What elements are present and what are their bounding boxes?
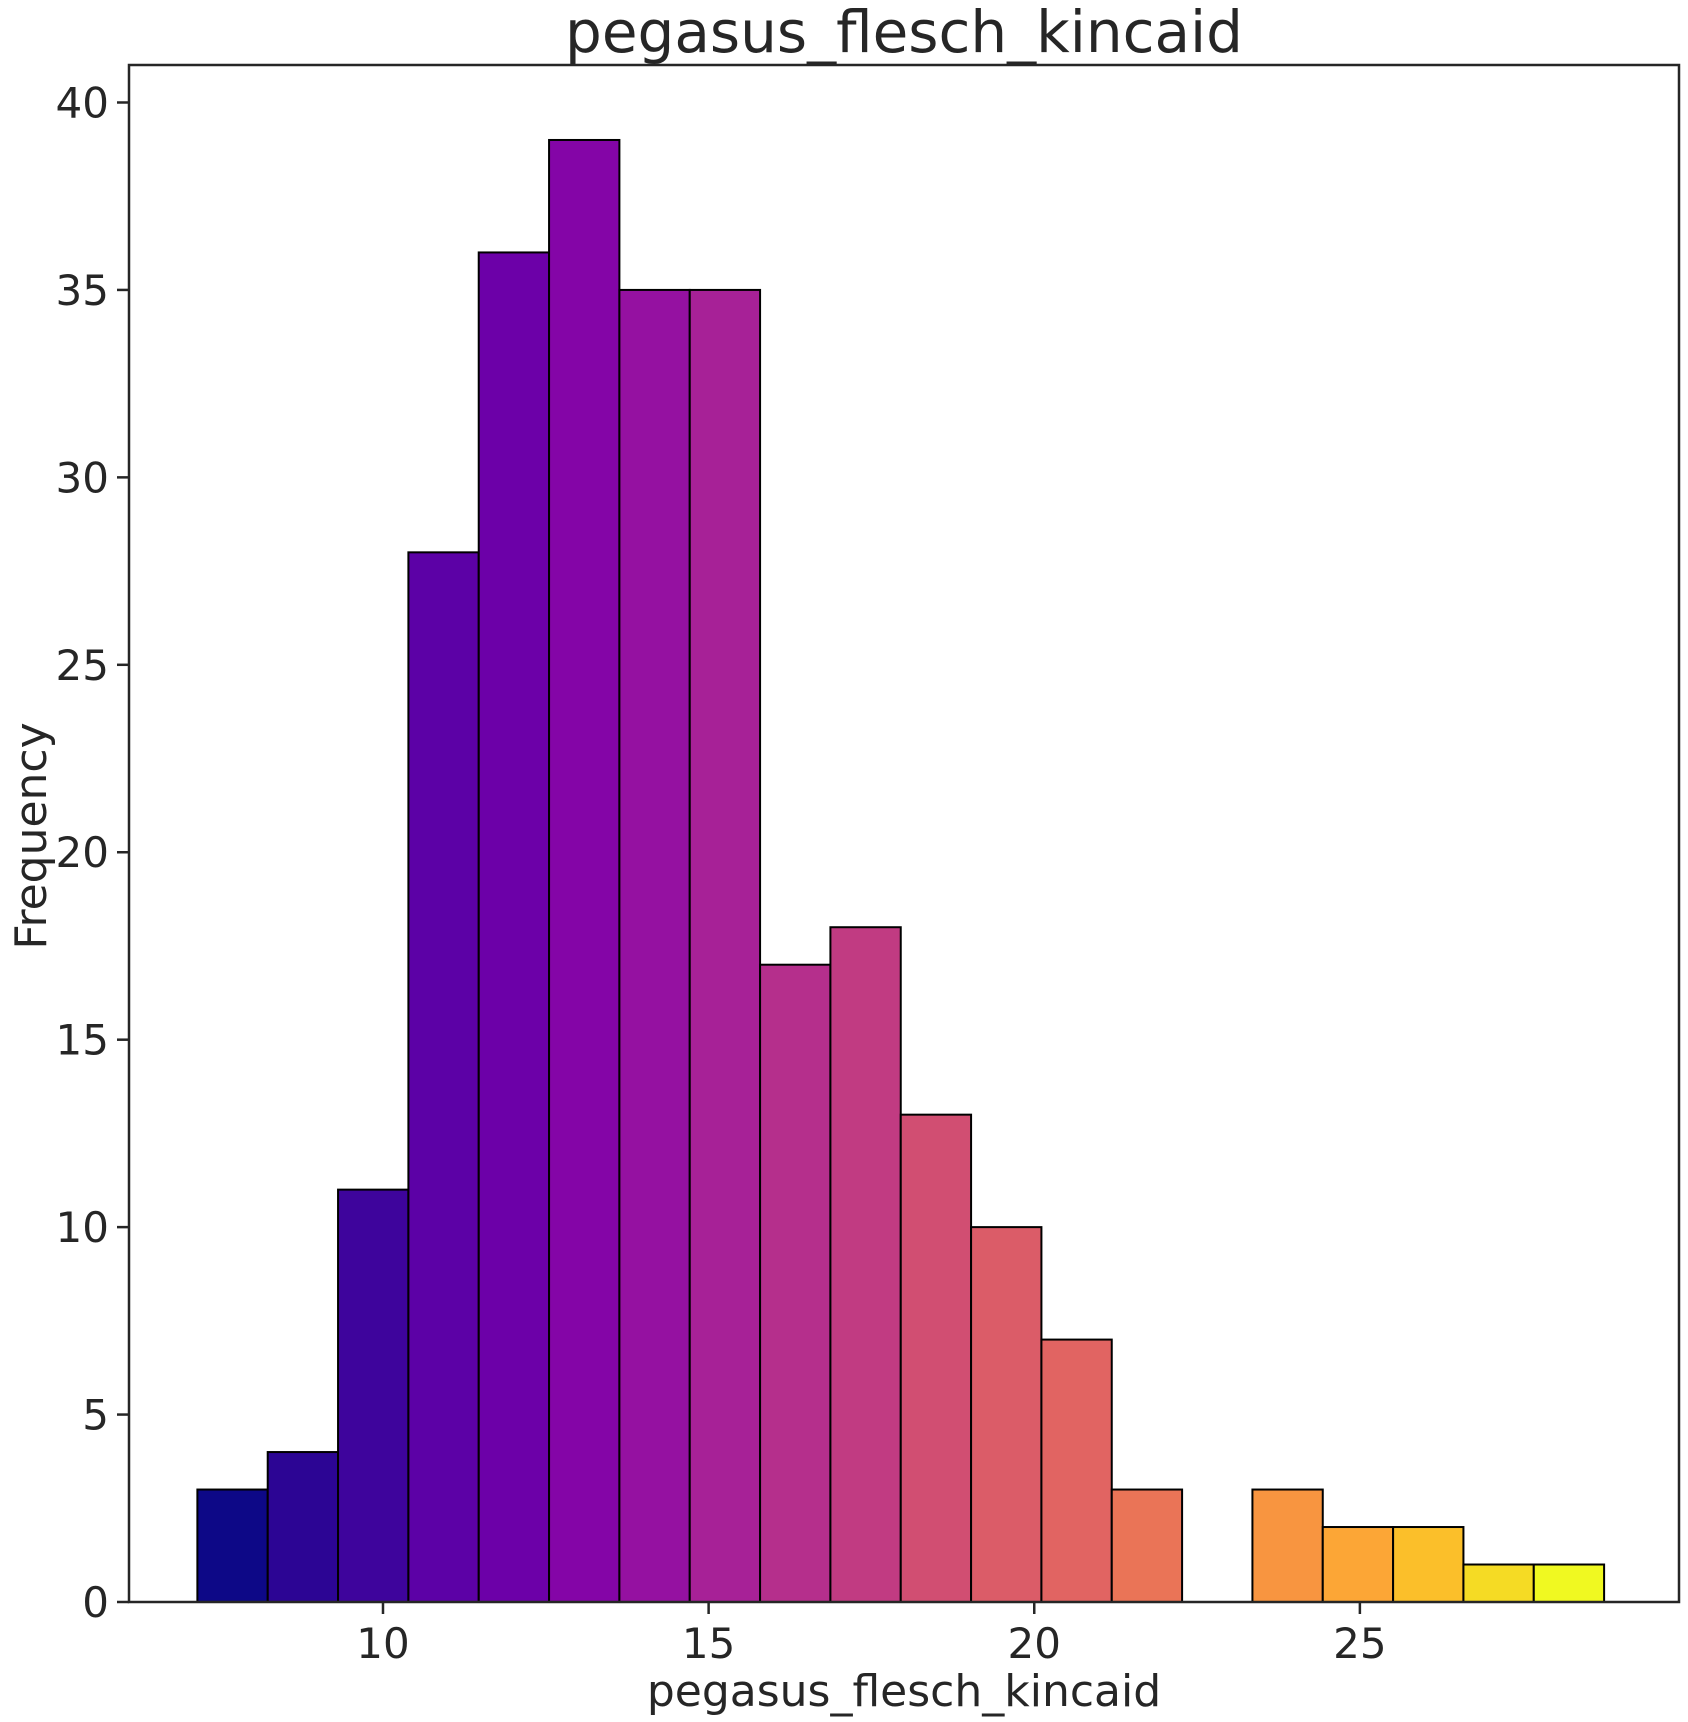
histogram-bar	[1251, 1488, 1324, 1604]
y-tick-label: 25	[56, 641, 109, 690]
histogram-bar	[266, 1451, 340, 1604]
histogram-bar	[196, 1488, 269, 1604]
y-tick-label: 15	[56, 1016, 109, 1065]
plot-frame	[127, 63, 1681, 1604]
y-tick-label: 5	[82, 1391, 109, 1440]
histogram-bar	[548, 138, 621, 1604]
y-tick-label: 35	[56, 266, 109, 315]
histogram-bar	[477, 251, 551, 1604]
x-tick-label: 25	[1333, 1619, 1386, 1668]
x-tick-label: 10	[356, 1619, 409, 1668]
histogram-bar	[1040, 1338, 1113, 1603]
y-axis-ticks: 0 5 10 15 20 25 30 35 40	[56, 78, 129, 1627]
histogram-bar	[759, 963, 832, 1603]
histogram-bar	[1462, 1563, 1535, 1604]
y-tick-label: 20	[56, 828, 109, 877]
x-axis-label: pegasus_flesch_kincaid	[647, 1666, 1161, 1717]
y-tick-label: 0	[82, 1578, 109, 1627]
histogram-bar	[899, 1113, 973, 1604]
histogram-bar	[337, 1188, 410, 1603]
histogram-bar	[970, 1226, 1043, 1603]
histogram-bar	[1110, 1488, 1184, 1604]
x-tick-label: 20	[1008, 1619, 1061, 1668]
bars-group	[196, 138, 1606, 1604]
chart-title: pegasus_flesch_kincaid	[565, 0, 1243, 66]
x-tick-label: 15	[682, 1619, 735, 1668]
y-tick-label: 30	[56, 453, 109, 502]
histogram-bar	[829, 926, 902, 1603]
histogram-bar	[618, 288, 691, 1603]
histogram-bar	[407, 551, 480, 1604]
y-tick-label: 10	[56, 1203, 109, 1252]
x-axis-ticks: 10 15 20 25	[356, 1602, 1387, 1668]
y-axis-label: Frequency	[6, 722, 57, 949]
histogram-bar	[688, 288, 762, 1603]
histogram-bar	[1321, 1526, 1395, 1604]
histogram-bar	[1532, 1563, 1606, 1604]
y-tick-label: 40	[56, 78, 109, 127]
histogram-bar	[1392, 1526, 1465, 1604]
